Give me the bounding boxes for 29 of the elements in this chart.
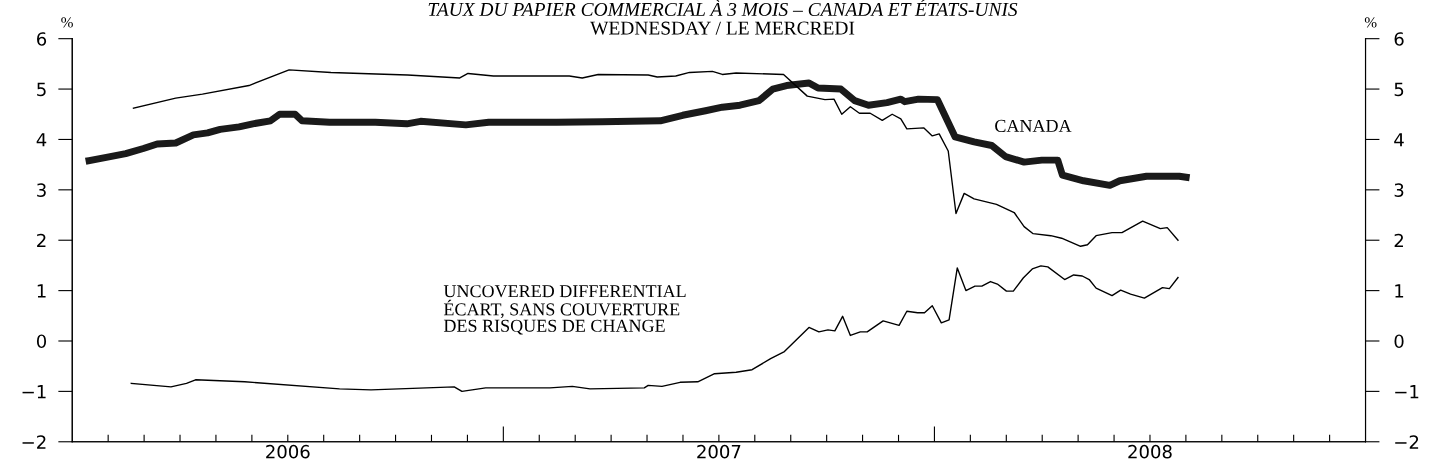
y-tick-label: −1 (22, 385, 46, 399)
y-axis-title: % (61, 17, 73, 28)
y-tick-label: 6 (37, 32, 47, 46)
y2-axis-title: % (1364, 17, 1377, 28)
y2-tick-label: 0 (1394, 334, 1404, 349)
x-tick-label: 2008 (1128, 444, 1172, 459)
y2-tick-label: 3 (1394, 183, 1404, 197)
y2-tick-label: 2 (1394, 233, 1403, 248)
y-tick-label: 4 (36, 133, 47, 147)
y-tick-label: 2 (37, 233, 46, 248)
line-series (130, 265, 1179, 393)
y2-tick-label: −1 (1395, 385, 1419, 399)
line-series (132, 69, 1179, 247)
chart-subtitle: WEDNESDAY / LE MERCREDI (590, 21, 855, 35)
y-tick-label: 5 (37, 82, 46, 97)
y2-tick-label: 5 (1394, 82, 1404, 97)
y-tick-label: −2 (22, 435, 46, 449)
annotation: UNCOVERED DIFFERENTIAL ÉCART, SANS COUVERTURE DES RISQUES DE CHANGE (443, 285, 686, 335)
y-tick-label: 1 (37, 284, 46, 298)
x-tick-label: 2007 (697, 444, 741, 459)
y2-tick-label: 4 (1394, 133, 1404, 147)
annotation: CANADA (995, 119, 1072, 132)
y2-tick-label: 1 (1395, 284, 1404, 298)
y2-tick-label: 6 (1394, 32, 1404, 46)
y2-tick-label: −2 (1395, 435, 1419, 449)
x-tick-label: 2006 (266, 444, 310, 459)
chart-title: TAUX DU PAPIER COMMERCIAL À 3 MOIS – CANADA ET ÉTATS-UNIS (428, 0, 1018, 17)
y-tick-label: 3 (37, 183, 46, 197)
y-tick-label: 0 (36, 334, 47, 349)
